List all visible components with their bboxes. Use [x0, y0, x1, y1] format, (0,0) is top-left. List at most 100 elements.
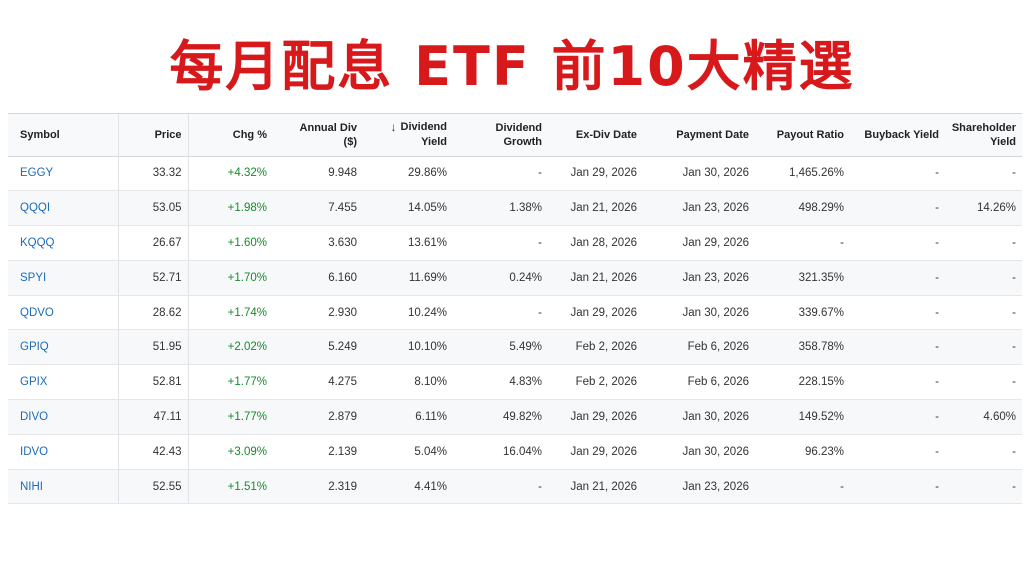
- shareholder-yield-cell: -: [1012, 445, 1016, 458]
- shareholder-yield-cell: -: [1012, 306, 1016, 319]
- dividend-growth-cell: -: [538, 236, 542, 249]
- payout-ratio-cell: -: [840, 236, 844, 249]
- dividend-growth-cell: 16.04%: [502, 445, 542, 458]
- column-header-buyback-yield[interactable]: Buyback Yield: [864, 128, 939, 141]
- buyback-yield-cell: -: [935, 271, 939, 284]
- annual-div-cell: 2.879: [328, 410, 357, 423]
- column-header-price[interactable]: Price: [118, 114, 189, 156]
- annual-div-cell: 2.319: [328, 480, 357, 493]
- payment-date-cell: Feb 6, 2026: [687, 376, 749, 389]
- shareholder-yield-cell: -: [1012, 480, 1016, 493]
- column-header-annual-div[interactable]: Annual Div ($): [273, 114, 363, 156]
- dividend-yield-cell: 5.04%: [414, 445, 447, 458]
- change-cell: +1.60%: [227, 236, 267, 249]
- annual-div-cell: 2.139: [328, 445, 357, 458]
- ex-div-date-cell: Jan 21, 2026: [570, 480, 637, 493]
- ex-div-date-cell: Jan 21, 2026: [570, 202, 637, 215]
- symbol-link[interactable]: QQQI: [8, 190, 119, 226]
- ex-div-date-cell: Jan 29, 2026: [570, 167, 637, 180]
- table-row: DIVO 47.11 +1.77% 2.879 6.11% 49.82% Jan…: [8, 399, 1022, 435]
- price-cell: 26.67: [118, 225, 189, 261]
- annual-div-cell: 7.455: [328, 202, 357, 215]
- annual-div-cell: 2.930: [328, 306, 357, 319]
- etf-dividend-table-container: Symbol Price Chg % Annual Div ($) ↓ Divi…: [8, 113, 1022, 504]
- annual-div-cell: 6.160: [328, 271, 357, 284]
- column-header-payout-ratio[interactable]: Payout Ratio: [776, 128, 844, 141]
- symbol-link[interactable]: EGGY: [8, 156, 119, 191]
- table-row: QQQI 53.05 +1.98% 7.455 14.05% 1.38% Jan…: [8, 190, 1022, 226]
- symbol-link[interactable]: QDVO: [8, 295, 119, 330]
- shareholder-yield-cell: -: [1012, 341, 1016, 354]
- dividend-yield-cell: 13.61%: [407, 236, 447, 249]
- shareholder-yield-cell: 4.60%: [983, 410, 1016, 423]
- payout-ratio-cell: 321.35%: [798, 271, 844, 284]
- page-title: 每月配息 ETF 前10大精選: [169, 35, 855, 98]
- payment-date-cell: Jan 30, 2026: [682, 410, 749, 423]
- symbol-link[interactable]: NIHI: [8, 469, 119, 504]
- payout-ratio-cell: 498.29%: [798, 202, 844, 215]
- dividend-growth-cell: 0.24%: [509, 271, 542, 284]
- payment-date-cell: Jan 23, 2026: [682, 480, 749, 493]
- column-header-annual-div-line1: Annual Div: [299, 121, 357, 134]
- table-row: NIHI 52.55 +1.51% 2.319 4.41% - Jan 21, …: [8, 469, 1022, 504]
- symbol-link[interactable]: DIVO: [8, 399, 119, 435]
- symbol-link[interactable]: KQQQ: [8, 225, 119, 261]
- change-cell: +1.74%: [227, 306, 267, 319]
- buyback-yield-cell: -: [935, 376, 939, 389]
- payout-ratio-cell: 149.52%: [798, 410, 844, 423]
- shareholder-yield-cell: 14.26%: [976, 202, 1016, 215]
- change-cell: +2.02%: [227, 341, 267, 354]
- payment-date-cell: Jan 29, 2026: [682, 236, 749, 249]
- price-cell: 52.71: [118, 260, 189, 296]
- column-header-dividend-growth-line2: Growth: [503, 135, 543, 148]
- buyback-yield-cell: -: [935, 341, 939, 354]
- dividend-growth-cell: 4.83%: [509, 376, 542, 389]
- buyback-yield-cell: -: [935, 306, 939, 319]
- ex-div-date-cell: Jan 29, 2026: [570, 445, 637, 458]
- column-header-dividend-growth[interactable]: Dividend Growth: [453, 114, 548, 156]
- table-row: IDVO 42.43 +3.09% 2.139 5.04% 16.04% Jan…: [8, 434, 1022, 470]
- change-cell: +1.51%: [227, 480, 267, 493]
- buyback-yield-cell: -: [935, 167, 939, 180]
- payout-ratio-cell: -: [840, 480, 844, 493]
- shareholder-yield-cell: -: [1012, 376, 1016, 389]
- change-cell: +1.98%: [227, 202, 267, 215]
- column-header-dividend-yield[interactable]: ↓ Dividend Yield: [363, 114, 453, 156]
- buyback-yield-cell: -: [935, 202, 939, 215]
- column-header-ex-div-date[interactable]: Ex-Div Date: [575, 128, 637, 141]
- table-header-row: Symbol Price Chg % Annual Div ($) ↓ Divi…: [8, 114, 1022, 156]
- price-cell: 28.62: [118, 295, 189, 330]
- column-header-symbol[interactable]: Symbol: [8, 114, 119, 156]
- change-cell: +1.77%: [227, 376, 267, 389]
- column-header-dividend-yield-line1: Dividend: [400, 121, 447, 134]
- symbol-link[interactable]: SPYI: [8, 260, 119, 296]
- table-row: SPYI 52.71 +1.70% 6.160 11.69% 0.24% Jan…: [8, 260, 1022, 296]
- change-cell: +3.09%: [227, 445, 267, 458]
- ex-div-date-cell: Feb 2, 2026: [575, 341, 637, 354]
- payout-ratio-cell: 1,465.26%: [789, 167, 844, 180]
- table-row: QDVO 28.62 +1.74% 2.930 10.24% - Jan 29,…: [8, 295, 1022, 330]
- column-header-payment-date[interactable]: Payment Date: [676, 128, 749, 141]
- dividend-growth-cell: -: [538, 167, 542, 180]
- price-cell: 47.11: [118, 399, 189, 435]
- change-cell: +1.77%: [227, 410, 267, 423]
- payout-ratio-cell: 96.23%: [804, 445, 844, 458]
- annual-div-cell: 5.249: [328, 341, 357, 354]
- buyback-yield-cell: -: [935, 410, 939, 423]
- table-row: GPIQ 51.95 +2.02% 5.249 10.10% 5.49% Feb…: [8, 329, 1022, 365]
- column-header-chg[interactable]: Chg %: [232, 128, 267, 141]
- table-row: KQQQ 26.67 +1.60% 3.630 13.61% - Jan 28,…: [8, 225, 1022, 261]
- table-row: GPIX 52.81 +1.77% 4.275 8.10% 4.83% Feb …: [8, 364, 1022, 400]
- shareholder-yield-cell: -: [1012, 167, 1016, 180]
- price-cell: 33.32: [118, 156, 189, 191]
- symbol-link[interactable]: IDVO: [8, 434, 119, 470]
- column-header-dividend-growth-line1: Dividend: [495, 121, 542, 134]
- annual-div-cell: 9.948: [328, 167, 357, 180]
- dividend-yield-cell: 8.10%: [414, 376, 447, 389]
- payment-date-cell: Jan 23, 2026: [682, 202, 749, 215]
- symbol-link[interactable]: GPIX: [8, 364, 119, 400]
- symbol-link[interactable]: GPIQ: [8, 329, 119, 365]
- sort-descending-icon[interactable]: ↓: [390, 120, 397, 135]
- dividend-growth-cell: -: [538, 480, 542, 493]
- column-header-shareholder-yield[interactable]: Shareholder Yield: [945, 114, 1022, 156]
